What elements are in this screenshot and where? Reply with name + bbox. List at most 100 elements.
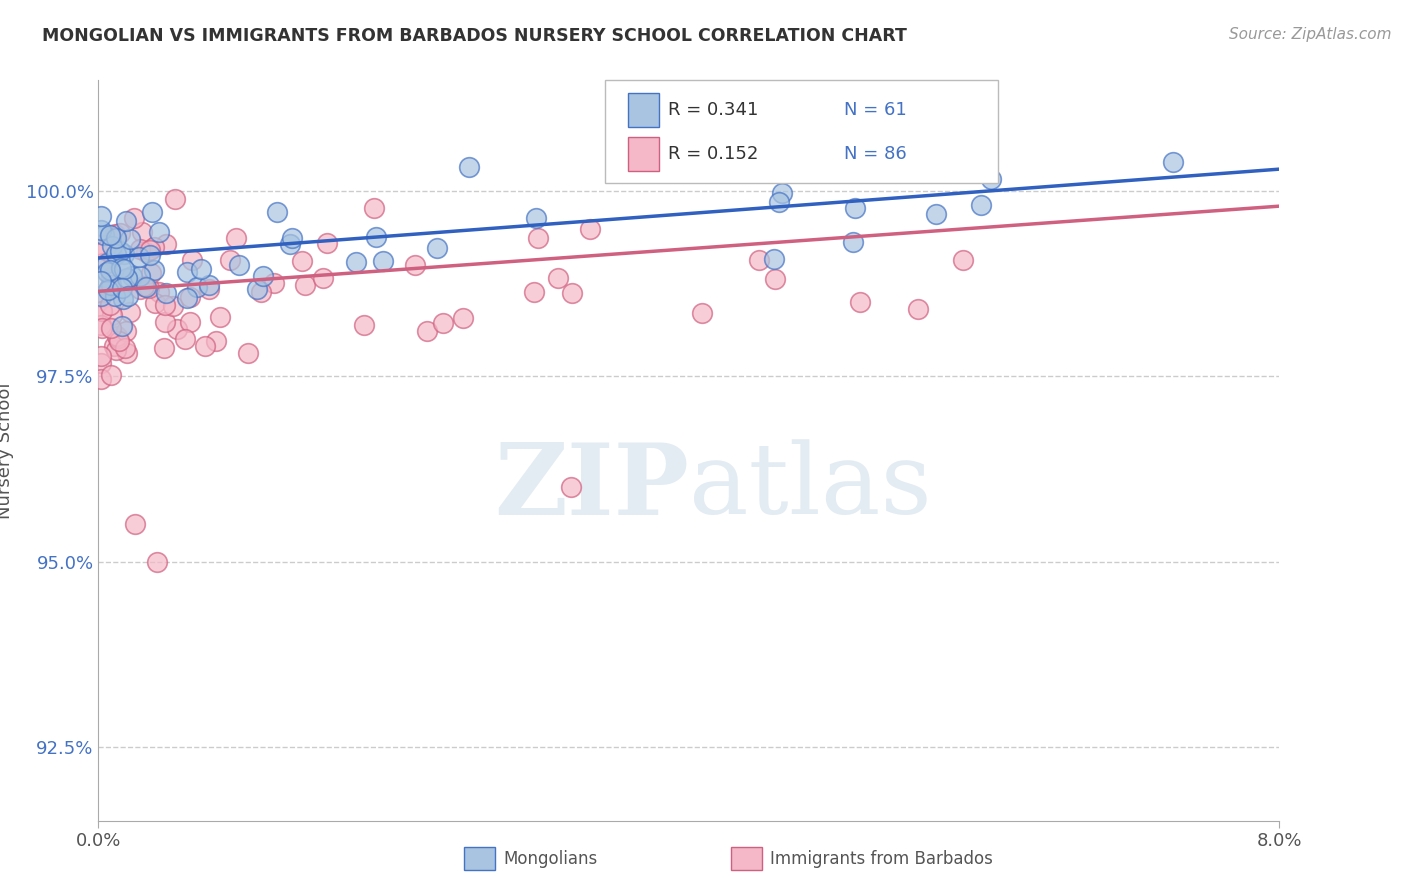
Y-axis label: Nursery School: Nursery School <box>0 382 14 519</box>
Point <box>523 285 546 299</box>
Point <box>560 481 582 495</box>
Point <box>366 229 388 244</box>
Point <box>252 268 274 283</box>
Point <box>373 254 395 268</box>
Point <box>111 318 134 333</box>
Point <box>110 261 132 276</box>
Point <box>128 250 150 264</box>
Point <box>219 252 242 267</box>
Point <box>112 246 135 260</box>
Point <box>142 240 165 254</box>
Point <box>344 255 367 269</box>
Point <box>208 310 231 324</box>
Point <box>108 244 131 259</box>
Point <box>115 271 138 285</box>
Point <box>246 282 269 296</box>
Point <box>190 262 212 277</box>
Point <box>138 281 160 295</box>
Point <box>101 250 124 264</box>
Point <box>104 288 127 302</box>
Point <box>281 231 304 245</box>
Point <box>153 314 176 328</box>
Text: Mongolians: Mongolians <box>503 849 598 868</box>
Point <box>179 315 201 329</box>
Point <box>121 269 143 284</box>
Point <box>148 285 170 299</box>
Point <box>426 241 449 255</box>
Point <box>100 269 122 284</box>
Point <box>131 226 153 240</box>
Point <box>100 279 122 293</box>
Point <box>104 227 127 242</box>
Point <box>91 256 114 270</box>
Point <box>952 252 974 267</box>
Point <box>129 243 152 257</box>
Point <box>263 276 285 290</box>
Point <box>90 288 112 302</box>
Point <box>104 247 127 261</box>
Point <box>118 232 141 246</box>
Point <box>155 236 177 251</box>
Point <box>844 201 866 215</box>
Text: N = 86: N = 86 <box>844 145 907 163</box>
Point <box>94 243 117 257</box>
Point <box>98 281 121 295</box>
Point <box>176 291 198 305</box>
Point <box>236 346 259 360</box>
Point <box>93 228 115 243</box>
Point <box>291 254 314 268</box>
Point <box>143 263 166 277</box>
Point <box>90 356 112 370</box>
Point <box>578 222 600 236</box>
Point <box>90 209 112 223</box>
Point <box>98 228 121 243</box>
Point <box>181 253 204 268</box>
Text: R = 0.152: R = 0.152 <box>668 145 758 163</box>
Point <box>205 334 228 349</box>
Point <box>294 278 316 293</box>
Point <box>228 258 250 272</box>
Point <box>96 256 118 270</box>
Point <box>457 160 479 174</box>
Point <box>90 303 112 318</box>
Point <box>114 214 136 228</box>
Point <box>165 192 187 206</box>
Point <box>363 201 385 215</box>
Point <box>768 194 790 209</box>
Point <box>117 346 139 360</box>
Point <box>762 252 785 267</box>
Point <box>198 277 221 292</box>
Point <box>763 272 786 286</box>
Point <box>97 283 120 297</box>
Point <box>128 282 150 296</box>
Point <box>98 262 121 277</box>
Text: atlas: atlas <box>689 440 932 535</box>
Point <box>527 231 550 245</box>
Point <box>225 231 247 245</box>
Point <box>141 204 163 219</box>
Point <box>907 302 929 317</box>
Point <box>118 304 141 318</box>
Point <box>146 555 169 569</box>
Point <box>770 186 793 201</box>
Point <box>162 299 184 313</box>
Point <box>107 331 129 345</box>
Point <box>100 298 122 312</box>
Point <box>198 282 221 296</box>
Point <box>111 281 134 295</box>
Point <box>90 238 112 252</box>
Point <box>100 308 122 322</box>
Point <box>748 253 770 268</box>
Point <box>148 225 170 239</box>
Point <box>90 372 112 386</box>
Point <box>166 322 188 336</box>
Point <box>416 324 439 338</box>
Point <box>96 264 118 278</box>
Point <box>153 341 176 355</box>
Point <box>90 223 112 237</box>
Point <box>690 306 713 320</box>
Point <box>970 198 993 212</box>
Point <box>108 226 131 240</box>
Point <box>842 235 865 249</box>
Text: Source: ZipAtlas.com: Source: ZipAtlas.com <box>1229 27 1392 42</box>
